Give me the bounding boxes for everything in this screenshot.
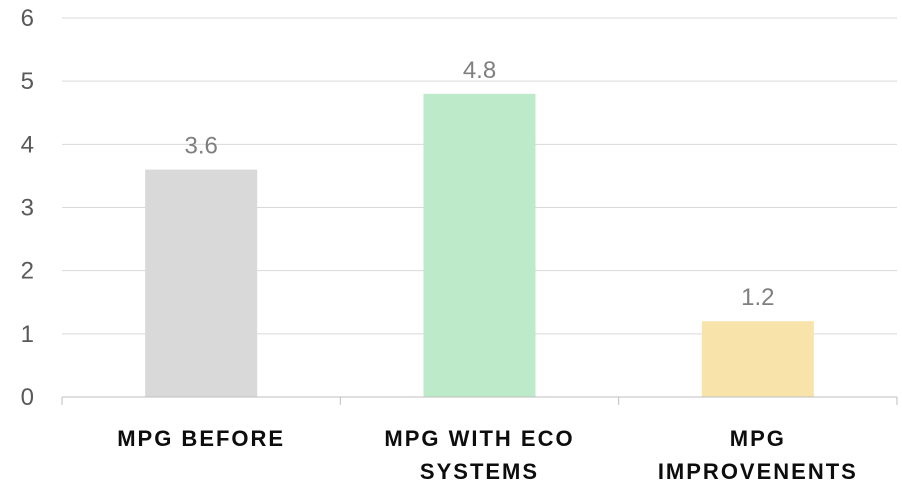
y-tick-label: 0 — [21, 384, 34, 411]
category-label: MPG WITH ECO — [384, 426, 574, 451]
bar — [423, 93, 536, 398]
y-tick-label: 5 — [21, 68, 34, 95]
bars — [145, 93, 814, 398]
category-labels: MPG BEFORE MPG WITH ECO SYSTEMS MPG IMPROVEN… — [117, 426, 858, 484]
data-label: 4.8 — [463, 57, 496, 84]
data-label: 3.6 — [184, 133, 217, 160]
y-tick-label: 1 — [21, 321, 34, 348]
data-label: 1.2 — [741, 284, 774, 311]
data-labels: 3.6 4.8 1.2 — [184, 57, 774, 311]
y-tick-label: 4 — [21, 131, 34, 158]
category-label: IMPROVENENTS — [658, 459, 858, 484]
x-axis — [61, 396, 898, 405]
y-tick-label: 3 — [21, 195, 34, 222]
y-tick-label: 6 — [21, 5, 34, 32]
category-label: MPG BEFORE — [117, 426, 285, 451]
bar — [701, 321, 814, 397]
category-label: SYSTEMS — [420, 459, 539, 484]
y-tick-label: 2 — [21, 258, 34, 285]
category-label: MPG — [730, 426, 786, 451]
y-axis-ticks: 0 1 2 3 4 5 6 — [21, 5, 34, 411]
bar — [145, 169, 258, 397]
